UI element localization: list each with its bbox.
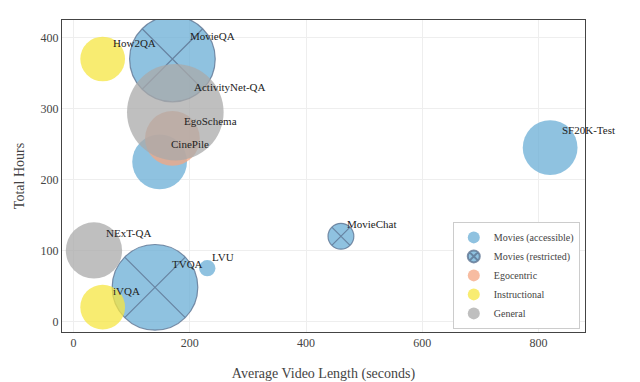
svg-text:General: General	[494, 308, 526, 319]
svg-text:800: 800	[530, 336, 548, 350]
svg-text:NExT-QA: NExT-QA	[106, 227, 151, 239]
svg-text:0: 0	[71, 336, 77, 350]
svg-text:Movies (restricted): Movies (restricted)	[494, 251, 570, 263]
svg-text:200: 200	[41, 173, 59, 187]
svg-text:Instructional: Instructional	[494, 289, 545, 300]
svg-text:Egocentric: Egocentric	[494, 270, 538, 281]
svg-text:600: 600	[413, 336, 431, 350]
svg-text:MovieChat: MovieChat	[347, 218, 397, 230]
svg-text:TVQA: TVQA	[172, 258, 203, 270]
svg-text:400: 400	[297, 336, 315, 350]
svg-text:MovieQA: MovieQA	[190, 30, 235, 42]
svg-text:400: 400	[41, 31, 59, 45]
svg-text:100: 100	[41, 244, 59, 258]
svg-text:iVQA: iVQA	[113, 285, 140, 297]
svg-text:200: 200	[181, 336, 199, 350]
svg-text:SF20K-Test: SF20K-Test	[562, 124, 615, 136]
svg-text:0: 0	[53, 315, 59, 329]
svg-text:ActivityNet-QA: ActivityNet-QA	[194, 81, 266, 93]
svg-text:EgoSchema: EgoSchema	[184, 115, 237, 127]
svg-text:Average Video Length (seconds): Average Video Length (seconds)	[232, 366, 416, 382]
svg-text:Total Hours: Total Hours	[12, 143, 27, 209]
svg-text:Movies (accessible): Movies (accessible)	[494, 232, 574, 244]
svg-text:LVU: LVU	[212, 251, 234, 263]
svg-text:How2QA: How2QA	[113, 37, 156, 49]
svg-text:300: 300	[41, 102, 59, 116]
svg-text:CinePile: CinePile	[171, 138, 209, 150]
